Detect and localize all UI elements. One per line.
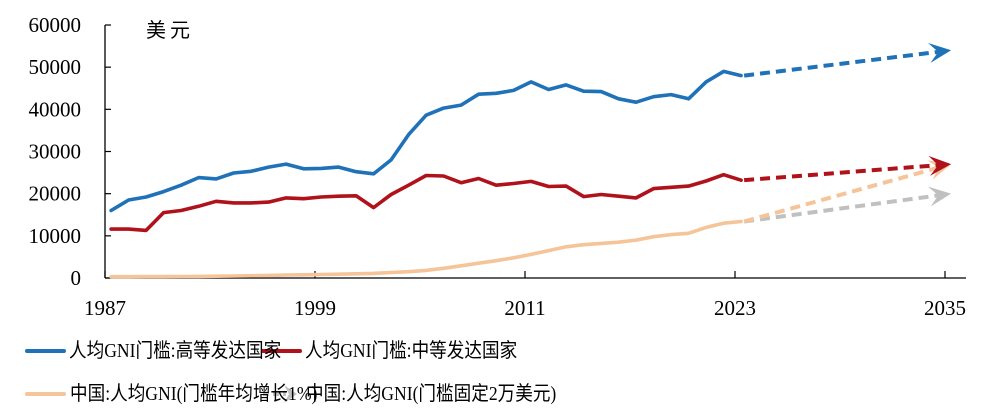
y-tick-label: 50000 — [29, 55, 82, 79]
y-tick-label: 10000 — [29, 224, 82, 248]
legend-arrow-icon — [284, 385, 297, 403]
x-tick-label: 1999 — [294, 296, 336, 320]
y-tick-label: 20000 — [29, 182, 82, 206]
x-tick-label: 2035 — [924, 296, 966, 320]
y-tick-label: 30000 — [29, 140, 82, 164]
projection-arrowhead — [928, 155, 952, 176]
projection-line — [743, 193, 940, 224]
x-tick-label: 1987 — [84, 296, 126, 320]
y-tick-label: 0 — [71, 266, 82, 290]
projection-arrowhead — [928, 43, 952, 63]
series-line — [109, 69, 743, 213]
projection-line — [743, 49, 940, 78]
legend-label-mid: 人均GNI门槛:中等发达国家 — [305, 340, 518, 362]
projection-line — [743, 165, 941, 224]
x-tick-label: 2011 — [504, 296, 545, 320]
y-tick-label: 40000 — [29, 97, 82, 121]
x-tick-label: 2023 — [714, 296, 756, 320]
series-lines — [109, 43, 952, 279]
legend-label-high: 人均GNI门槛:高等发达国家 — [69, 340, 282, 362]
legend-label-china-growth: 中国:人均GNI(门槛年均增长1%) — [70, 383, 318, 405]
legend-label-china-fixed: 中国:人均GNI(门槛固定2万美元) — [306, 383, 557, 405]
projection-arrowhead — [927, 186, 952, 207]
projection-line — [743, 163, 940, 183]
series-line — [109, 219, 743, 279]
y-tick-label: 60000 — [29, 13, 82, 37]
y-axis-unit-label: 美元 — [146, 19, 194, 42]
series-line — [109, 172, 743, 233]
legend-swatches — [25, 349, 302, 403]
axes: 0 10000 20000 30000 40000 50000 60000 1987 1999 2… — [29, 13, 966, 320]
